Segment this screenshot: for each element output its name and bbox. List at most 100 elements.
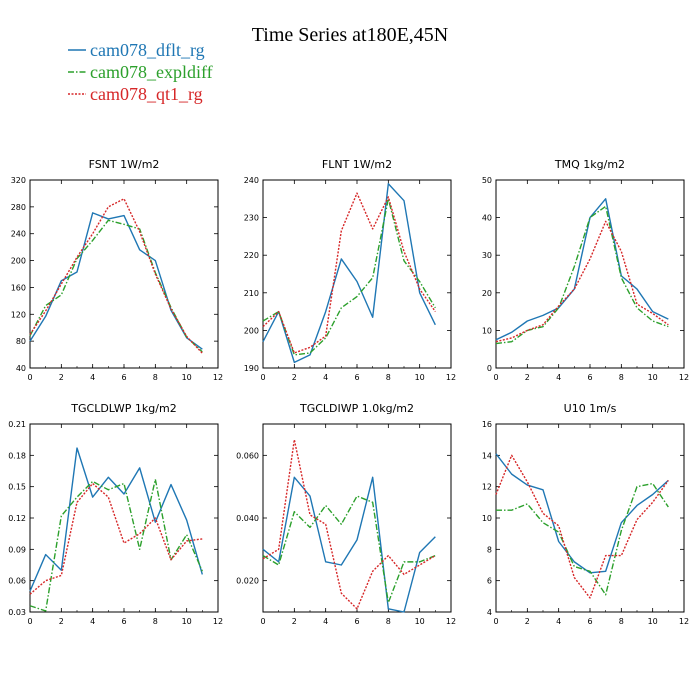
panel-fsnt-1w-m2: FSNT 1W/m2 0 2 4 6 8 10 12 40 80 120 160 200 240 280 32… [11, 158, 223, 382]
x-tick-label: 8 [619, 373, 624, 382]
series-line-cam078-dflt-rg [495, 198, 669, 341]
series-line-cam078-qt1-rg [262, 192, 436, 354]
x-tick-label: 8 [153, 617, 158, 626]
x-tick-label: 2 [292, 617, 297, 626]
y-tick-label: 80 [16, 337, 26, 346]
y-tick-label: 8 [487, 545, 492, 554]
series-line-cam078-qt1-rg [262, 438, 436, 610]
panel-tgcldiwp-1-0kg-m2: TGCLDIWP 1.0kg/m2 0 2 4 6 8 10 12 0.020 0.040 0.06… [236, 402, 456, 626]
x-tick-label: 4 [556, 373, 561, 382]
x-tick-label: 8 [153, 373, 158, 382]
y-tick-label: 160 [11, 283, 26, 292]
y-tick-label: 0.060 [236, 451, 259, 460]
x-tick-label: 2 [59, 617, 64, 626]
panel-tgcldlwp-1kg-m2: TGCLDLWP 1kg/m2 0 2 4 6 8 10 12 0.03 0.06 0.09 0.12… [8, 402, 223, 626]
panel-title: TGCLDIWP 1.0kg/m2 [299, 402, 414, 415]
series-line-cam078-dflt-rg [29, 447, 204, 592]
y-tick-label: 200 [244, 326, 259, 335]
y-tick-label: 240 [11, 230, 26, 239]
x-tick-label: 2 [292, 373, 297, 382]
x-tick-label: 12 [446, 617, 456, 626]
x-tick-label: 0 [493, 617, 498, 626]
panel-title: FSNT 1W/m2 [89, 158, 160, 171]
y-tick-label: 10 [482, 514, 492, 523]
y-tick-label: 12 [482, 483, 492, 492]
y-tick-label: 6 [487, 577, 492, 586]
series-line-cam078-expldiff [496, 482, 669, 596]
x-tick-label: 10 [182, 373, 192, 382]
x-tick-label: 0 [260, 373, 265, 382]
figure-title: Time Series at180E,45N [252, 24, 448, 46]
y-tick-label: 320 [11, 176, 26, 185]
legend-entry-cam078-expldiff: cam078_expldiff [68, 62, 213, 82]
series-line-cam078-expldiff [495, 205, 669, 345]
y-tick-label: 120 [11, 310, 26, 319]
series-line-cam078-qt1-rg [495, 454, 669, 599]
x-tick-label: 4 [323, 373, 328, 382]
y-tick-label: 40 [482, 214, 492, 223]
legend-label: cam078_qt1_rg [90, 84, 203, 104]
y-tick-label: 0.06 [8, 577, 26, 586]
legend: cam078_dflt_rgcam078_expldiffcam078_qt1_… [68, 40, 213, 104]
x-tick-label: 0 [27, 617, 32, 626]
x-tick-label: 10 [648, 373, 658, 382]
panel-title: U10 1m/s [564, 402, 617, 415]
y-tick-label: 10 [482, 326, 492, 335]
series-line-cam078-qt1-rg [495, 220, 669, 343]
x-tick-label: 6 [354, 617, 359, 626]
x-tick-label: 12 [213, 617, 223, 626]
y-tick-label: 190 [244, 364, 259, 373]
x-tick-label: 10 [648, 617, 658, 626]
legend-label: cam078_dflt_rg [90, 40, 205, 60]
y-tick-label: 40 [16, 364, 26, 373]
panel-title: TGCLDLWP 1kg/m2 [70, 402, 176, 415]
x-tick-label: 0 [260, 617, 265, 626]
x-tick-label: 6 [121, 373, 126, 382]
y-tick-label: 0.15 [8, 483, 26, 492]
x-tick-label: 10 [415, 373, 425, 382]
x-tick-label: 4 [90, 617, 95, 626]
y-tick-label: 230 [244, 214, 259, 223]
x-tick-label: 10 [182, 617, 192, 626]
x-tick-label: 0 [493, 373, 498, 382]
panels: FSNT 1W/m20 2 4 6 8 10 12408012016020024028032… [8, 158, 689, 626]
plot-frame [495, 179, 685, 369]
y-tick-label: 20 [482, 289, 492, 298]
x-tick-label: 4 [556, 617, 561, 626]
panel-title: FLNT 1W/m2 [322, 158, 392, 171]
x-tick-label: 2 [525, 373, 530, 382]
series-line-cam078-expldiff [29, 219, 203, 353]
series-line-cam078-dflt-rg [495, 453, 669, 574]
x-tick-label: 6 [587, 617, 592, 626]
x-tick-label: 12 [679, 373, 689, 382]
y-tick-label: 200 [11, 257, 26, 266]
y-tick-label: 0.21 [8, 420, 26, 429]
y-tick-label: 0.12 [8, 514, 26, 523]
series-line-cam078-expldiff [262, 198, 436, 356]
y-tick-label: 0.09 [8, 545, 26, 554]
x-tick-label: 12 [679, 617, 689, 626]
plot-frame [495, 423, 685, 613]
y-tick-label: 4 [487, 608, 492, 617]
y-tick-label: 16 [482, 420, 492, 429]
y-tick-label: 220 [244, 251, 259, 260]
x-tick-label: 8 [619, 617, 624, 626]
y-tick-label: 0 [487, 364, 492, 373]
plot-frame [262, 423, 452, 613]
panel-title: TMQ 1kg/m2 [554, 158, 625, 171]
y-tick-label: 50 [482, 176, 492, 185]
x-tick-label: 10 [415, 617, 425, 626]
y-tick-label: 0.03 [8, 608, 26, 617]
series-line-cam078-expldiff [29, 478, 203, 612]
y-tick-label: 14 [482, 451, 492, 460]
x-tick-label: 2 [59, 373, 64, 382]
plot-frame [29, 423, 219, 613]
panel-flnt-1w-m2: FLNT 1W/m2 0 2 4 6 8 10 12 190 200 210 220 230 240 [244, 158, 456, 382]
x-tick-label: 4 [90, 373, 95, 382]
y-tick-label: 210 [244, 289, 259, 298]
x-tick-label: 12 [446, 373, 456, 382]
x-tick-label: 0 [27, 373, 32, 382]
x-tick-label: 6 [121, 617, 126, 626]
y-tick-label: 0.18 [8, 451, 26, 460]
